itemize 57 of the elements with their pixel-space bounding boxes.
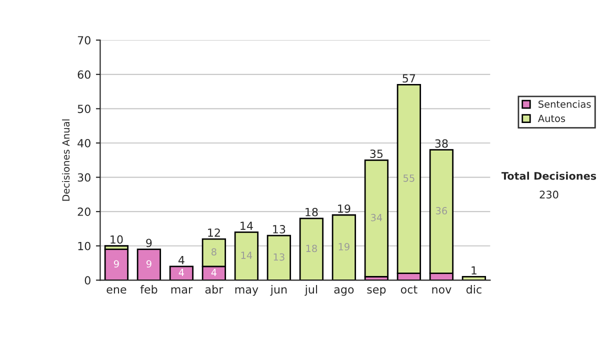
total-label: 12 [208,228,220,237]
data-label: 9 [114,260,119,268]
total-label: 19 [338,204,350,213]
x-tick-label: ene [106,287,126,294]
y-tick-label: 0 [84,276,90,285]
y-tick-label: 50 [78,104,90,114]
data-label: 8 [212,248,216,256]
total-label: 14 [240,222,253,230]
y-tick-label: 10 [78,242,90,250]
y-tick-label: 20 [78,208,90,216]
y-tick-label: 30 [78,173,90,182]
x-tick-label: dic [466,285,482,294]
total-label: 13 [273,225,286,234]
text: 230 [540,190,558,199]
total-label: 35 [370,150,383,158]
y-tick-label: 40 [78,138,90,148]
x-tick-label: sep [367,287,386,296]
total-label: 57 [402,74,416,83]
x-tick-label: ago [334,287,354,296]
bar [104,248,129,280]
total-label: 10 [110,235,123,244]
data-label: 4 [178,268,184,276]
data-label: 13 [274,253,284,261]
bar [234,231,259,280]
data-label: 9 [146,260,152,268]
y-tick-label: 70 [78,36,90,44]
data-label: 19 [338,243,350,250]
bar [169,266,194,280]
text: Total Decisiones [501,172,596,180]
y-tick-label: 60 [78,70,90,79]
data-label: 55 [404,174,414,182]
bar [299,218,324,280]
x-tick-label: oct [400,286,418,294]
data-label: 14 [241,252,252,259]
data-label: 34 [371,214,382,222]
data-label: 36 [436,207,448,214]
x-tick-label: may [235,287,258,296]
legend-label: Sentencias [538,100,591,108]
total-label: 4 [178,256,184,264]
x-tick-label: nov [432,287,452,294]
x-tick-label: abr [205,285,224,294]
x-tick-label: mar [171,287,193,294]
bar [136,248,162,280]
x-tick-label: jun [270,285,287,296]
x-tick-label: jul [304,285,318,296]
total-label: 9 [146,238,152,248]
total-label: 18 [306,208,318,216]
data-label: 4 [211,268,216,276]
x-tick-label: feb [140,285,158,294]
bar [266,234,292,280]
total-label: 38 [435,139,448,148]
y-axis-title: Decisiones Anual [62,119,70,201]
total-label: 1 [472,266,476,274]
legend-label: Autos [538,114,566,122]
bar [332,214,356,280]
bar [364,159,389,278]
data-label: 18 [306,244,317,252]
